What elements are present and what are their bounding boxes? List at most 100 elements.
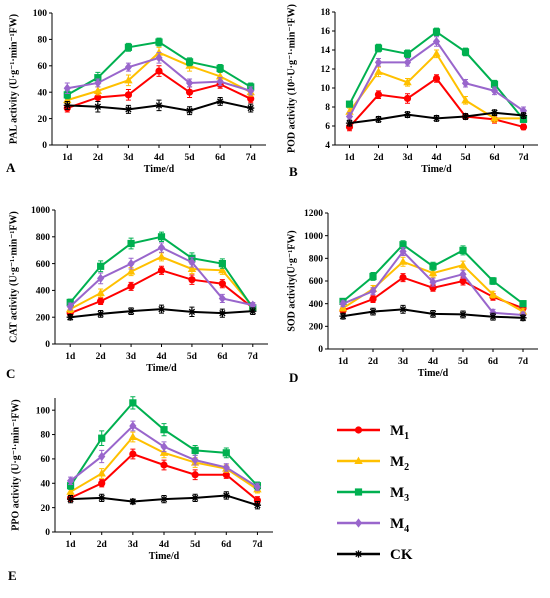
y-tick-label: 100 xyxy=(33,9,48,19)
x-tick-label: 5d xyxy=(185,153,196,163)
data-point xyxy=(461,48,470,56)
data-point xyxy=(519,115,528,123)
data-point xyxy=(66,313,74,321)
x-tick-label: 4d xyxy=(156,352,167,362)
data-point xyxy=(127,282,135,290)
data-point xyxy=(339,312,347,320)
data-point xyxy=(399,305,407,313)
x-tick-label: 2d xyxy=(96,352,107,362)
chart-panel-C: 0 200 400 600 800 1000 1d 2d 3d 4d 5d 6d 7d Time/d CAT… xyxy=(6,206,268,381)
chart-panel-B: 4 6 8 10 12 14 16 18 1d 2d 3d 4d 5d 6d 7d Time/d POD act… xyxy=(286,4,538,179)
data-point xyxy=(519,111,528,120)
data-point xyxy=(216,64,224,73)
series-CK xyxy=(339,304,527,322)
y-tick-label: 600 xyxy=(309,277,324,287)
y-tick-label: 200 xyxy=(309,323,324,333)
data-point xyxy=(429,310,437,318)
y-tick-label: 80 xyxy=(38,36,48,46)
series-M4 xyxy=(345,36,528,122)
series-CK xyxy=(66,491,262,510)
data-point xyxy=(374,91,383,99)
x-tick-label: 2d xyxy=(373,153,384,163)
data-point xyxy=(129,399,137,407)
data-point xyxy=(399,274,407,282)
data-point xyxy=(428,268,438,277)
y-tick-label: 16 xyxy=(321,27,331,37)
data-point xyxy=(155,67,163,75)
y-tick-label: 14 xyxy=(321,46,331,56)
data-point xyxy=(94,74,102,82)
x-axis-label: Time/d xyxy=(144,164,175,175)
y-tick-label: 0 xyxy=(45,528,50,538)
data-point xyxy=(127,259,135,269)
series-M3 xyxy=(345,27,528,123)
data-point xyxy=(124,43,133,51)
data-point xyxy=(399,246,407,257)
x-tick-label: 3d xyxy=(123,153,134,163)
x-tick-label: 7d xyxy=(246,153,257,163)
legend-label: M4 xyxy=(390,516,409,535)
data-point xyxy=(429,262,437,270)
data-point xyxy=(218,260,226,268)
data-point xyxy=(218,293,226,304)
data-point xyxy=(94,103,102,111)
x-tick-label: 7d xyxy=(252,540,263,550)
x-axis-label: Time/d xyxy=(421,164,452,175)
data-point xyxy=(488,290,498,298)
x-tick-label: 1d xyxy=(66,540,77,550)
data-point xyxy=(129,497,137,506)
data-point xyxy=(398,257,408,265)
data-point xyxy=(403,50,412,58)
panel-label: C xyxy=(6,366,15,381)
data-point xyxy=(129,421,137,431)
data-point xyxy=(155,38,163,46)
legend-item-M2: M2 xyxy=(337,454,409,473)
data-point xyxy=(97,310,105,318)
data-point xyxy=(374,115,383,123)
data-point xyxy=(222,449,230,457)
data-point xyxy=(63,91,71,99)
data-point xyxy=(93,86,103,94)
x-tick-label: 7d xyxy=(518,357,529,367)
data-point xyxy=(188,308,196,316)
data-point xyxy=(253,482,262,492)
x-tick-label: 1d xyxy=(344,153,355,163)
data-point xyxy=(160,461,168,469)
y-axis-label: PAL activity (U·g⁻¹·min⁻¹FW) xyxy=(8,14,19,144)
y-tick-label: 6 xyxy=(325,122,330,132)
data-point xyxy=(155,53,163,63)
data-point xyxy=(218,309,226,317)
data-point xyxy=(374,67,383,75)
y-tick-label: 40 xyxy=(38,88,48,98)
y-tick-label: 800 xyxy=(309,255,324,265)
data-point xyxy=(403,111,412,119)
data-point xyxy=(159,448,169,456)
data-point xyxy=(461,95,470,104)
y-axis-label: SOD activity(U·g⁻¹FW) xyxy=(286,230,297,331)
data-point xyxy=(489,277,497,285)
panel-label: A xyxy=(6,160,16,175)
x-tick-label: 3d xyxy=(128,540,139,550)
y-tick-label: 18 xyxy=(321,8,331,18)
data-point xyxy=(191,446,199,454)
data-point xyxy=(127,239,135,248)
data-point xyxy=(222,491,230,500)
series-M4 xyxy=(63,52,255,96)
data-point xyxy=(128,432,138,440)
legend-item-M3: M3 xyxy=(337,485,409,504)
data-point xyxy=(129,450,137,458)
x-tick-label: 6d xyxy=(217,352,228,362)
data-point xyxy=(403,57,412,67)
data-point xyxy=(432,36,441,47)
data-point xyxy=(66,487,75,495)
y-tick-label: 400 xyxy=(309,300,324,310)
data-point xyxy=(459,246,467,254)
data-point xyxy=(160,442,168,452)
data-point xyxy=(490,86,499,96)
series-M3 xyxy=(63,37,255,100)
data-point xyxy=(98,434,106,442)
legend-label: M2 xyxy=(390,454,409,473)
data-point xyxy=(185,88,194,96)
legend-label: CK xyxy=(390,547,413,563)
y-tick-label: 1000 xyxy=(31,206,50,216)
